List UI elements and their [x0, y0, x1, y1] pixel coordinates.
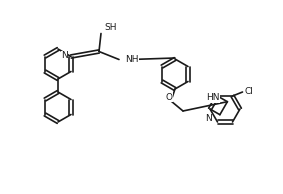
Text: N: N: [205, 114, 212, 123]
Text: N: N: [61, 51, 68, 60]
Text: O: O: [166, 93, 173, 101]
Text: NH: NH: [125, 55, 138, 64]
Text: HN: HN: [206, 93, 219, 102]
Text: Cl: Cl: [245, 87, 253, 95]
Text: SH: SH: [104, 23, 117, 32]
